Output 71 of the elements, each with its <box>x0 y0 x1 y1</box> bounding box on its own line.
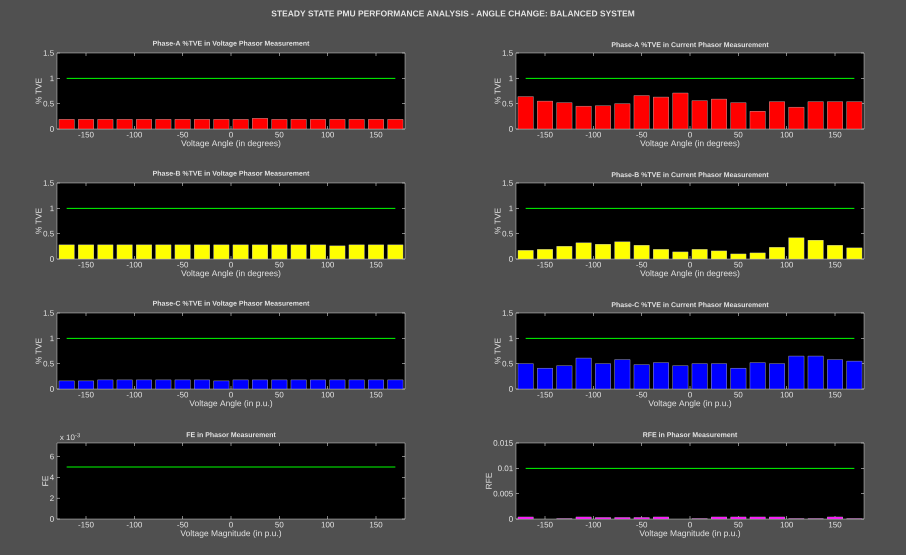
x-axis-title: Voltage Magnitude (in p.u.) <box>639 530 740 538</box>
y-axis-title: FE <box>42 476 48 486</box>
bar <box>634 95 650 130</box>
y-axis-title: % TVE <box>494 338 501 364</box>
x-axis-title: Voltage Angle (in degrees) <box>640 270 740 278</box>
text: STEADY STATE PMU PERFORMANCE ANALYSIS - ANGLE CHANGE: BALANCED SYSTEM <box>272 10 634 16</box>
y-axis-title: RFE <box>486 472 492 489</box>
bar <box>827 245 843 260</box>
bar <box>595 363 611 390</box>
bar <box>595 105 611 130</box>
bar <box>692 100 708 130</box>
bar <box>653 96 669 130</box>
bar <box>537 368 553 390</box>
x-axis-title: Voltage Angle (in degrees) <box>640 140 740 148</box>
y-axis-title: % TVE <box>36 78 42 104</box>
bar <box>788 107 804 130</box>
bar <box>556 365 572 390</box>
y-axis-title: % TVE <box>494 208 501 234</box>
bar <box>808 240 824 260</box>
x-axis-title: Voltage Angle (in degrees) <box>181 140 280 148</box>
bar <box>556 102 572 130</box>
bar <box>614 359 630 390</box>
bar <box>576 358 592 390</box>
bar <box>769 363 785 390</box>
bar <box>672 252 688 260</box>
bar <box>672 365 688 390</box>
bar <box>750 362 766 390</box>
bar <box>653 249 669 260</box>
bar <box>518 363 534 390</box>
bar <box>711 363 727 390</box>
bar <box>769 101 785 130</box>
bar <box>537 100 553 130</box>
bar <box>537 249 553 260</box>
y-axis-title: % TVE <box>36 208 42 234</box>
y-axis-title: % TVE <box>494 78 501 104</box>
bar <box>614 242 630 260</box>
bar <box>846 101 862 130</box>
bar <box>750 111 766 130</box>
x-axis-title: Voltage Angle (in degrees) <box>181 270 280 278</box>
bar <box>692 249 708 260</box>
bar <box>518 96 534 130</box>
bar <box>672 92 688 130</box>
bar <box>711 250 727 260</box>
bar <box>576 106 592 130</box>
bar <box>653 362 669 390</box>
bar <box>788 356 804 390</box>
bar <box>614 103 630 130</box>
bar <box>595 244 611 260</box>
bar <box>730 368 746 390</box>
bar <box>827 359 843 390</box>
bar <box>692 363 708 390</box>
y-axis-title: % TVE <box>36 338 42 364</box>
bar <box>750 252 766 260</box>
bar <box>769 247 785 260</box>
bar <box>788 238 804 260</box>
bar <box>808 101 824 130</box>
bar <box>730 254 746 260</box>
bar <box>846 248 862 260</box>
bar <box>556 246 572 260</box>
bar <box>634 364 650 390</box>
bar <box>711 98 727 130</box>
x-axis-title: Voltage Angle (in p.u.) <box>648 400 732 408</box>
bar <box>846 360 862 390</box>
bar <box>634 245 650 260</box>
x-axis-title: Voltage Magnitude (in p.u.) <box>180 530 282 538</box>
bar <box>730 102 746 130</box>
bar <box>827 101 843 130</box>
bar <box>518 250 534 260</box>
bar <box>808 356 824 390</box>
bar <box>576 242 592 260</box>
x-axis-title: Voltage Angle (in p.u.) <box>189 400 272 408</box>
